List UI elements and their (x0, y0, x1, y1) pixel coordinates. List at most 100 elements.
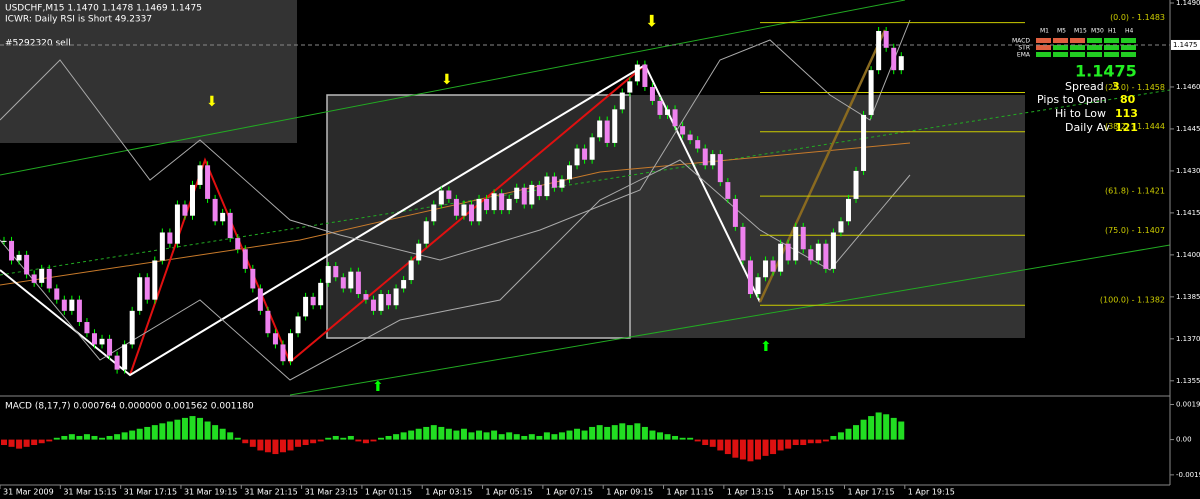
candle (642, 64, 648, 87)
candle (868, 70, 874, 115)
price-big: 1.1475 (1075, 62, 1137, 81)
status-cell (1121, 38, 1136, 43)
candle (657, 100, 663, 115)
macd-bar (656, 432, 663, 440)
x-tick-label: 1 Apr 17:15 (847, 488, 894, 497)
candle (325, 266, 331, 283)
candle (770, 260, 776, 272)
macd-bar (739, 439, 746, 460)
fib-label: (61.8) - 1.1421 (1105, 187, 1165, 196)
candle (137, 277, 143, 311)
current-price-label: 1.1475 (1173, 41, 1198, 49)
arrow-down: ⬇ (441, 72, 453, 88)
macd-bar (822, 439, 829, 442)
candle (597, 120, 603, 138)
macd-bar (38, 439, 45, 444)
x-tick-label: 1 Apr 03:15 (425, 488, 472, 497)
indicator-text: ICWR: Daily RSI is Short 49.2337 (5, 15, 152, 25)
candle (453, 198, 459, 216)
macd-bar (634, 423, 641, 440)
macd-bar (528, 434, 535, 440)
arrow-up: ⬆ (372, 379, 384, 395)
candle (649, 86, 655, 101)
macd-bar (589, 426, 596, 440)
candle (514, 187, 520, 199)
candle (725, 182, 731, 199)
candle (54, 288, 60, 300)
macd-bar (332, 435, 339, 440)
status-cell (1104, 52, 1119, 57)
zigzag-white (0, 63, 761, 377)
macd-bar (347, 435, 354, 440)
macd-bar (46, 439, 53, 442)
channel-line (289, 244, 1171, 396)
macd-bar (197, 417, 204, 440)
candle (348, 271, 354, 289)
macd-bar (264, 439, 271, 453)
macd-bar (310, 439, 317, 444)
candle (468, 204, 474, 222)
macd-bar (393, 434, 400, 440)
candle (46, 268, 52, 289)
status-cell (1121, 52, 1136, 57)
candle (499, 193, 505, 211)
macd-bar (626, 425, 633, 440)
y-tick-label: 1.1385 (1176, 293, 1200, 301)
macd-bar (785, 439, 792, 449)
candle (845, 198, 851, 222)
macd-bar (400, 432, 407, 440)
candle (355, 271, 361, 295)
x-tick-label: 31 Mar 19:15 (184, 488, 237, 497)
macd-bar (189, 416, 196, 440)
macd-bar (604, 426, 611, 440)
status-cell (1087, 38, 1102, 43)
y-tick-label: 0.00 (1176, 436, 1192, 444)
candle (310, 296, 316, 306)
candle (1, 240, 7, 242)
macd-bar (762, 439, 769, 456)
bollinger-upper (0, 19, 911, 261)
candle (129, 310, 135, 345)
macd-bar (468, 432, 475, 440)
candle (823, 243, 829, 269)
info-panel: 1.1475 Spread 3 Pips to Open 80 Hi to Lo… (1012, 28, 1138, 135)
macd-bar (317, 439, 324, 442)
candle (446, 190, 452, 199)
macd-bar (212, 425, 219, 440)
order-label: #5292320 sell (5, 39, 71, 49)
candle (393, 288, 399, 306)
candle (853, 170, 859, 199)
info-value: 3 (1112, 80, 1120, 93)
macd-bar (815, 439, 822, 444)
macd-bar (574, 428, 581, 440)
candle (174, 204, 180, 244)
macd-bar (16, 439, 23, 449)
macd-bar (860, 419, 867, 440)
macd-bar (641, 426, 648, 440)
candle (363, 294, 369, 300)
candle (272, 333, 278, 345)
candle (740, 226, 746, 261)
info-label: Spread (1065, 80, 1104, 93)
candle (250, 268, 256, 289)
macd-bar (445, 428, 452, 440)
candle (717, 154, 723, 183)
candle (144, 277, 150, 300)
candle (529, 184, 535, 205)
macd-bar (23, 439, 30, 447)
macd-bar (611, 425, 618, 440)
candle (303, 296, 309, 317)
candle (378, 294, 384, 311)
macd-bar (53, 437, 60, 440)
candle (861, 114, 867, 171)
fib-label: (0.0) - 1.1483 (1110, 13, 1165, 22)
info-value: 121 (1115, 121, 1138, 134)
macd-bar (837, 432, 844, 440)
column-header: M30 (1091, 28, 1104, 35)
candle (220, 212, 226, 222)
y-tick-label: 1.1460 (1176, 83, 1200, 91)
candle (808, 249, 814, 261)
candle (205, 165, 211, 199)
candle (167, 232, 173, 244)
macd-bar (415, 428, 422, 440)
